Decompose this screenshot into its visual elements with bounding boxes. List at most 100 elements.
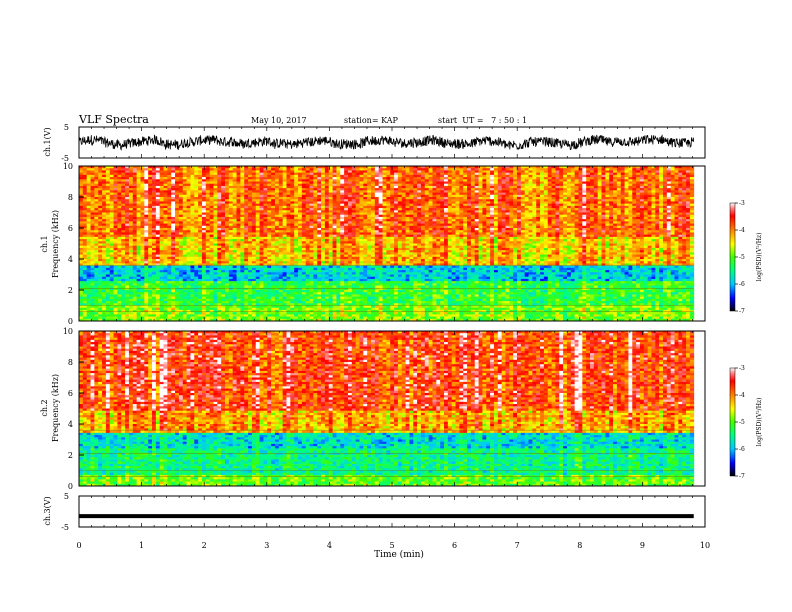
spectrogram-cell [605,212,610,216]
spectrogram-cell [121,208,126,211]
spectrogram-cell [136,179,141,182]
spectrogram-cell [259,199,264,202]
spectrogram-cell [420,203,426,207]
spectrogram-cell [201,205,207,209]
spectrogram-cell [686,194,691,198]
spectrogram-cell [613,230,618,233]
spectrogram-cell [340,177,345,180]
spectrogram-cell [240,216,245,220]
spectrogram-cell [367,216,372,220]
spectrogram-cell [248,230,253,233]
spectrogram-cell [305,210,310,213]
spectrogram-cell [163,205,168,209]
spectrogram-cell [86,210,91,213]
spectrogram-cell [263,225,268,229]
spectrogram-cell [244,174,249,178]
spectrogram-cell [440,199,445,202]
spectrogram-cell [647,181,652,185]
spectrogram-cell [520,188,526,191]
spectrogram-cell [517,174,522,178]
spectrogram-cell [309,203,314,207]
spectrogram-cell [374,183,380,187]
spectrogram-cell [79,188,84,191]
spectrogram-cell [632,185,637,189]
spectrogram-cell [390,172,395,176]
spectrogram-cell [436,228,441,231]
spectrogram-cell [340,168,345,171]
spectrogram-cell [601,177,606,180]
spectrogram-cell [340,170,345,174]
spectrogram-cell [274,216,280,220]
spectrogram-cell [148,201,153,205]
spectrogram-cell [590,203,595,207]
spectrogram-cell [463,219,468,222]
spectrogram-cell [397,214,403,218]
spectrogram-cell [555,170,560,174]
spectrogram-cell [205,219,211,222]
spectrogram-cell [620,221,625,224]
spectrogram-cell [228,210,234,213]
spectrogram-cell [636,210,641,213]
spectrogram-cell [420,219,426,222]
spectrogram-cell [570,194,576,198]
spectrogram-cell [278,201,284,205]
spectrogram-cell [513,221,518,224]
spectrogram-cell [632,228,637,231]
spectrogram-cell [221,214,226,218]
spectrogram-cell [528,168,533,171]
spectrogram-cell [267,219,272,222]
spectrogram-cell [286,214,291,218]
spectrogram-cell [624,201,629,205]
spectrogram-cell [582,232,587,236]
spectrogram-cell [670,183,675,187]
spectrogram-cell [674,219,679,222]
spectrogram-cell [478,230,483,233]
spectrogram-cell [340,205,345,209]
spectrogram-cell [513,192,518,196]
spectrogram-cell [444,203,449,207]
spectrogram-cell [605,216,610,220]
spectrogram-cell [632,199,637,202]
spectrogram-cell [344,230,349,233]
spectrogram-cell [586,199,591,202]
spectrogram-cell [324,166,330,169]
spectrogram-cell [551,205,556,209]
spectrogram-cell [128,199,134,202]
spectrogram-cell [152,219,157,222]
spectrogram-cell [566,177,572,180]
spectrogram-cell [117,210,122,213]
spectrogram-cell [205,210,211,213]
spectrogram-cell [271,166,276,169]
spectrogram-cell [559,174,564,178]
spectrogram-cell [232,190,237,193]
spectrogram-cell [332,181,337,185]
spectrogram-cell [228,221,234,224]
spectrogram-cell [374,210,380,213]
spectrogram-cell [497,221,503,224]
spectrogram-cell [175,170,180,174]
spectrogram-cell [163,197,168,200]
spectrogram-cell [509,194,514,198]
spectrogram-cell [205,228,211,231]
spectrogram-cell [609,219,614,222]
spectrogram-cell [340,174,345,178]
spectrogram-cell [632,230,637,233]
spectrogram-cell [682,183,687,187]
spectrogram-cell [109,183,114,187]
spectrogram-cell [470,201,476,205]
spectrogram-cell [586,230,591,233]
spectrogram-cell [524,216,529,220]
spectrogram-cell [86,179,91,182]
spectrogram-cell [486,166,491,169]
spectrogram-cell [182,212,187,216]
spectrogram-cell [659,183,664,187]
spectrogram-cell [601,232,606,236]
spectrogram-cell [305,212,310,216]
spectrogram-cell [382,185,387,189]
spectrogram-cell [678,183,683,187]
spectrogram-cell [290,181,295,185]
spectrogram-cell [666,181,672,185]
spectrogram-cell [636,232,641,236]
spectrogram-cell [367,199,372,202]
spectrogram-cell [217,230,222,233]
